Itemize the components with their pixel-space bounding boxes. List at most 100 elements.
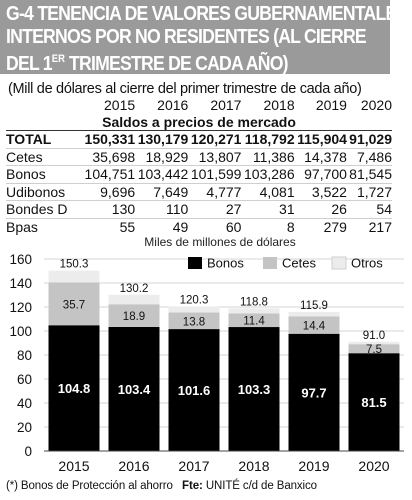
y-tick-label: 80 <box>17 348 32 363</box>
section-label: Saldos a precios de mercado <box>102 113 296 130</box>
table-cell: 8 <box>241 217 295 235</box>
table-cell: 35,698 <box>82 147 136 166</box>
x-tick-label: 2016 <box>118 458 149 474</box>
table-row-bonos: Bonos 104,751 103,442 101,599 103,286 97… <box>6 165 392 183</box>
bar-segment-bonos <box>108 326 160 451</box>
x-tick-label: 2015 <box>58 458 89 474</box>
legend-swatch-cetes <box>263 257 277 269</box>
table-cell: 101,599 <box>188 165 242 183</box>
total-value-label: 115.9 <box>300 300 328 312</box>
row-label: Udibonos <box>6 182 82 201</box>
table-cell: 217 <box>346 217 392 235</box>
table-cell: 118,792 <box>241 130 295 148</box>
row-label: Bpas <box>6 217 82 235</box>
chart-title: Miles de millones de dólares <box>144 235 295 249</box>
y-tick-label: 0 <box>24 444 32 459</box>
bar-segment-cetes <box>348 344 400 354</box>
table-cell: 3,522 <box>294 182 347 201</box>
bonos-value-label: 97.7 <box>301 385 326 400</box>
total-value-label: 150.3 <box>60 259 89 271</box>
table-cell: 7,649 <box>135 182 189 201</box>
y-tick-label: 160 <box>9 252 32 267</box>
y-tick-label: 40 <box>17 396 32 411</box>
table-header-row: 2015 2016 2017 2018 2019 2020 <box>6 97 392 114</box>
cetes-value-label: 18.9 <box>123 311 145 323</box>
table-cell: 4,081 <box>241 182 295 201</box>
y-tick-label: 60 <box>17 372 32 387</box>
bar-segment-bonos <box>48 325 100 451</box>
total-value-label: 130.2 <box>120 283 149 295</box>
table-row-cetes: Cetes 35,698 18,929 13,807 11,386 14,378… <box>6 147 392 166</box>
source-text: UNITÉ c/d de Banxico <box>202 480 317 492</box>
bar-segment-bonos <box>288 333 340 451</box>
table-cell: 279 <box>294 217 347 235</box>
table-cell: 49 <box>135 217 189 235</box>
table-cell: 60 <box>188 217 242 235</box>
bar-segment-bonos <box>348 353 400 451</box>
y-tick-label: 120 <box>9 300 32 315</box>
footer: (*) Bonos de Protección al ahorro Fte: U… <box>6 480 317 492</box>
table-cell: 103,286 <box>241 165 295 183</box>
title-line-2: INTERNOS POR NO RESIDENTES (AL CIERRE <box>6 24 367 48</box>
y-tick-label: 20 <box>17 420 32 435</box>
cetes-value-label: 11.4 <box>243 316 265 328</box>
bar-segment-otros <box>48 270 100 283</box>
table-cell: 130 <box>82 200 136 218</box>
legend-label-bonos: Bonos <box>207 256 244 271</box>
year-header: 2020 <box>360 97 392 114</box>
table-cell: 104,751 <box>82 165 136 183</box>
x-tick-label: 2019 <box>298 458 329 474</box>
row-label: TOTAL <box>6 130 82 148</box>
title-line-3-sup: ER <box>51 53 65 65</box>
bar-segment-cetes <box>288 316 340 334</box>
legend-swatch-bonos <box>188 257 202 269</box>
bar-segment-otros <box>168 306 220 313</box>
row-label: Bonos <box>6 165 82 183</box>
table-cell: 1,727 <box>346 182 392 201</box>
row-label: Cetes <box>6 147 82 166</box>
legend-label-otros: Otros <box>351 256 383 271</box>
bar-segment-otros <box>288 311 340 317</box>
table-row-udibonos: Udibonos 9,696 7,649 4,777 4,081 3,522 1… <box>6 182 392 201</box>
cetes-value-label: 13.8 <box>183 316 205 328</box>
bar-segment-cetes <box>168 312 220 330</box>
bonos-value-label: 103.3 <box>238 382 271 397</box>
table-cell: 97,700 <box>294 165 347 183</box>
table-cell: 31 <box>241 200 295 218</box>
table-cell: 26 <box>294 200 347 218</box>
table-cell: 120,271 <box>188 130 242 148</box>
table-cell: 9,696 <box>82 182 136 201</box>
table-cell: 115,904 <box>294 130 347 148</box>
source-label: Fte: <box>182 480 203 492</box>
bonos-value-label: 101.6 <box>178 383 211 398</box>
table-cell: 91,029 <box>346 130 392 148</box>
title-banner: G-4 TENENCIA DE VALORES GUBERNAMENTALES … <box>0 0 408 75</box>
bar-segment-bonos <box>228 327 280 451</box>
y-tick-label: 140 <box>9 276 32 291</box>
year-header: 2015 <box>104 97 136 114</box>
title-line-1: G-4 TENENCIA DE VALORES GUBERNAMENTALES <box>6 2 408 25</box>
year-header: 2019 <box>315 97 347 114</box>
cetes-value-label: 14.4 <box>303 321 326 333</box>
total-value-label: 118.8 <box>240 296 268 308</box>
bar-segment-otros <box>108 294 160 305</box>
bar-segment-otros <box>228 308 280 314</box>
year-header: 2016 <box>157 97 189 114</box>
cetes-value-label: 7.5 <box>366 344 382 356</box>
x-tick-label: 2018 <box>238 458 269 474</box>
table-cell: 11,386 <box>241 147 295 166</box>
total-value-label: 120.3 <box>180 295 209 307</box>
bar-segment-cetes <box>108 304 160 327</box>
table-cell: 81,545 <box>346 165 392 183</box>
table-cell: 27 <box>188 200 242 218</box>
cetes-value-label: 35.7 <box>63 299 85 311</box>
table-row-total: TOTAL 150,331 130,179 120,271 118,792 11… <box>6 130 392 148</box>
subtitle: (Mill de dólares al cierre del primer tr… <box>8 81 362 97</box>
y-tick-label: 100 <box>9 324 32 339</box>
table-cell: 55 <box>82 217 136 235</box>
title-line-3-pre: DEL 1 <box>6 52 53 75</box>
table-cell: 13,807 <box>188 147 242 166</box>
x-tick-label: 2020 <box>358 458 389 474</box>
table-cell: 7,486 <box>346 147 392 166</box>
